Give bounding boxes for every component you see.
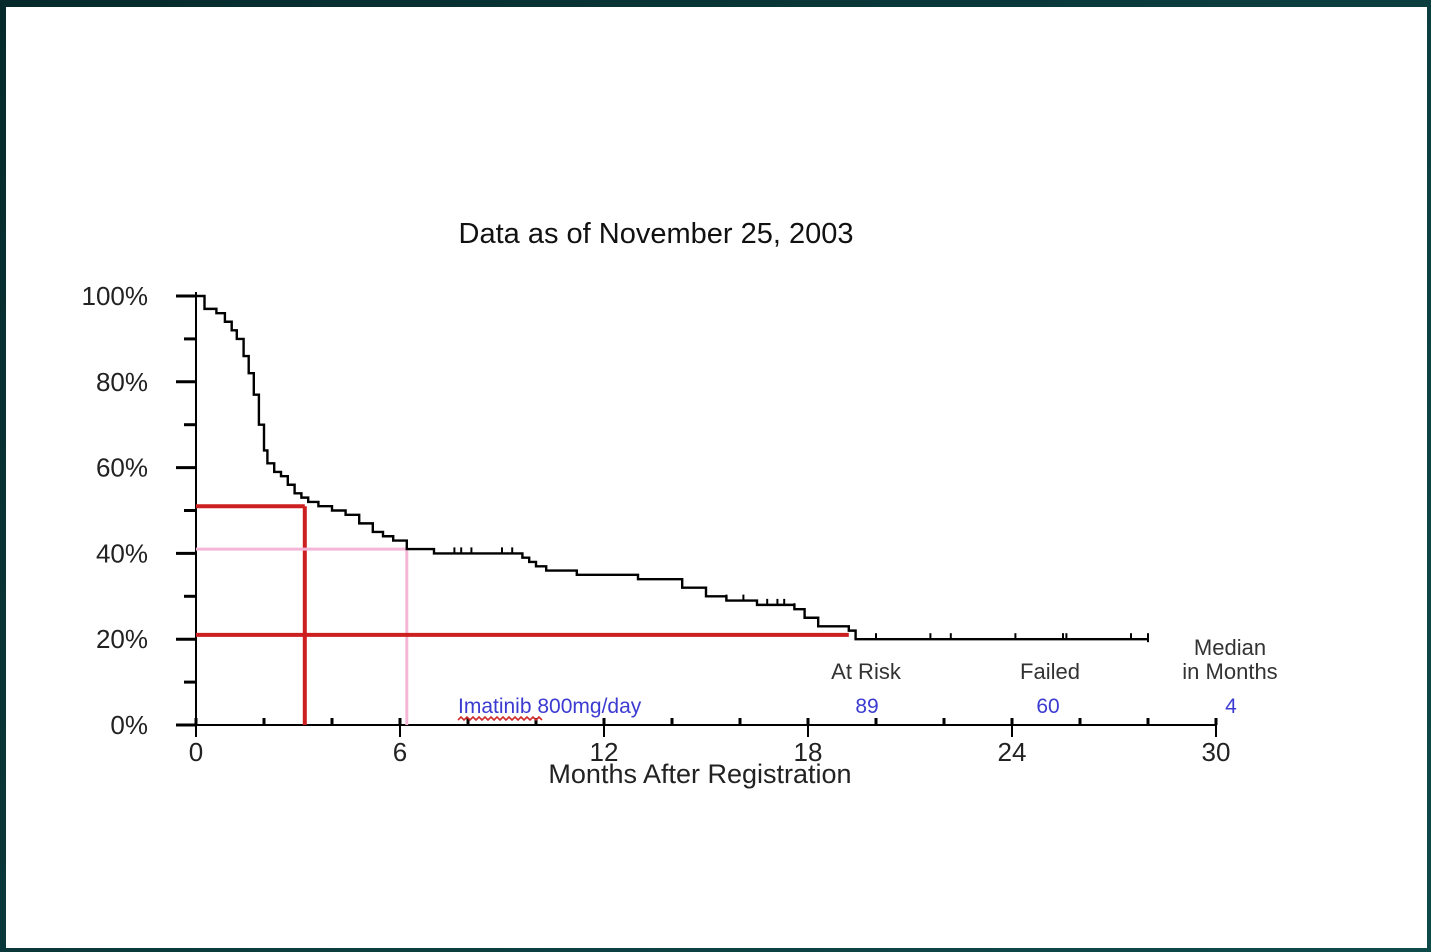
tick-labels: 0% 20% 40% 60% 80% 100% 0 6 12 18 24 30 xyxy=(82,281,1231,767)
x-tick-label: 18 xyxy=(794,737,823,767)
x-tick-label: 24 xyxy=(998,737,1027,767)
x-tick-label: 12 xyxy=(590,737,619,767)
x-tick-label: 30 xyxy=(1202,737,1231,767)
chart-title: Data as of November 25, 2003 xyxy=(459,218,854,250)
spellcheck-underline xyxy=(457,715,543,722)
reference-lines xyxy=(196,504,849,725)
treatment-label: Imatinib 800mg/day xyxy=(458,695,642,718)
survival-chart: Data as of November 25, 2003 0% 20% 40% 60%… xyxy=(82,218,1278,789)
at-risk-header: At Risk xyxy=(831,659,902,684)
survival-curve xyxy=(196,294,1148,641)
x-tick-label: 6 xyxy=(393,737,407,767)
failed-value: 60 xyxy=(1036,695,1059,718)
axes xyxy=(176,292,1218,737)
failed-header: Failed xyxy=(1020,659,1080,684)
survival-curve-group xyxy=(196,294,1149,643)
median-header-line2: in Months xyxy=(1182,659,1277,684)
median-header-line1: Median xyxy=(1194,635,1266,660)
y-tick-label: 60% xyxy=(96,453,148,483)
slide-background: Data as of November 25, 2003 0% 20% 40% 60%… xyxy=(6,7,1427,948)
y-tick-label: 100% xyxy=(82,281,149,311)
x-tick-label: 0 xyxy=(189,737,203,767)
y-tick-label: 20% xyxy=(96,624,148,654)
y-tick-label: 40% xyxy=(96,538,148,568)
at-risk-value: 89 xyxy=(855,695,878,718)
y-tick-label: 80% xyxy=(96,367,148,397)
y-tick-label: 0% xyxy=(110,710,148,740)
median-value: 4 xyxy=(1225,695,1237,718)
x-axis-label: Months After Registration xyxy=(548,759,851,789)
